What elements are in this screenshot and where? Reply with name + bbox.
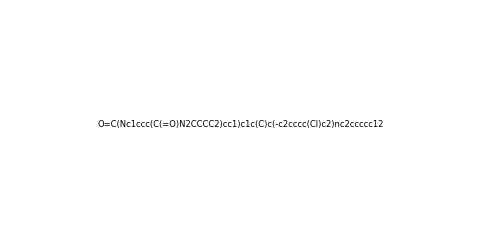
- Text: O=C(Nc1ccc(C(=O)N2CCCC2)cc1)c1c(C)c(-c2cccc(Cl)c2)nc2ccccc12: O=C(Nc1ccc(C(=O)N2CCCC2)cc1)c1c(C)c(-c2c…: [97, 120, 383, 129]
